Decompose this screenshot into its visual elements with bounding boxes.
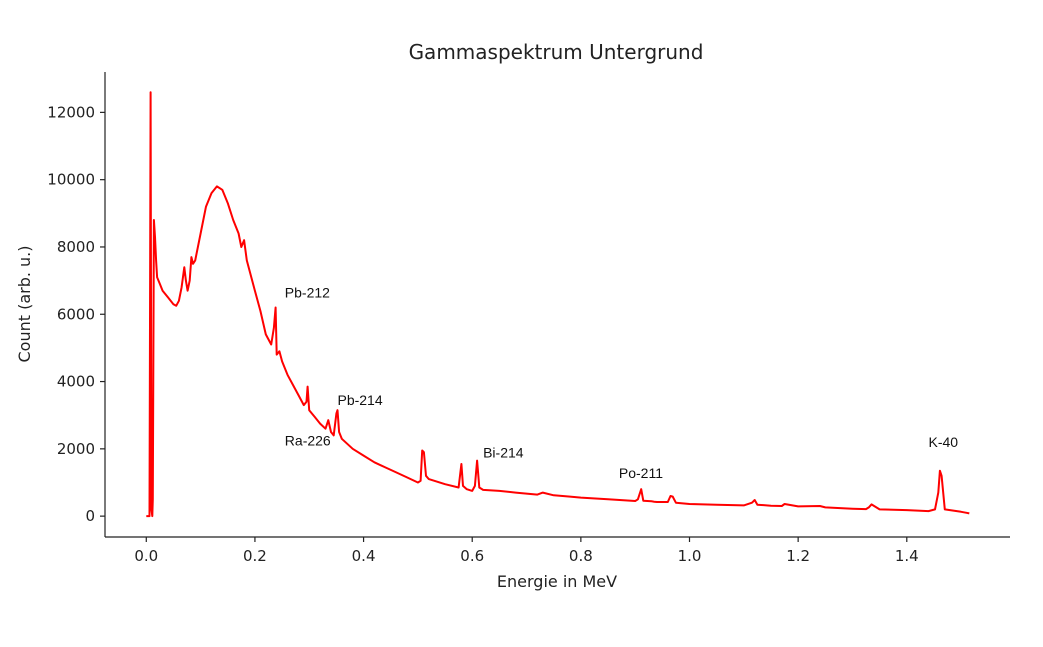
y-tick-label: 4000 [57,373,95,391]
annotation-layer: Pb-212 Pb-214 Ra-226 Bi-214 Po-211 K-40 [285,284,958,481]
y-tick-label: 8000 [57,238,95,256]
annotation-k-40: K-40 [929,434,959,450]
x-tick-label: 0.4 [352,547,376,565]
series-line-0 [146,91,970,518]
x-tick-label: 0.6 [460,547,484,565]
y-tick-label: 12000 [47,103,95,121]
x-tick-label: 1.4 [895,547,919,565]
x-tick-label: 1.0 [678,547,702,565]
y-axis-label: Count (arb. u.) [15,245,34,362]
y-tick-label: 10000 [47,171,95,189]
annotation-pb-214: Pb-214 [337,392,382,408]
y-ticks: 0 2000 4000 6000 8000 10000 12000 [47,103,105,525]
x-ticks: 0.0 0.2 0.4 0.6 0.8 1.0 1.2 1.4 [134,537,919,565]
x-tick-label: 0.2 [243,547,267,565]
annotation-po-211: Po-211 [619,465,663,481]
y-tick-label: 6000 [57,305,95,323]
chart-title: Gammaspektrum Untergrund [409,40,704,64]
annotation-bi-214: Bi-214 [483,444,524,460]
x-tick-label: 0.8 [569,547,593,565]
x-tick-label: 1.2 [786,547,810,565]
series-layer [146,91,970,518]
annotation-ra-226: Ra-226 [285,432,331,448]
y-tick-label: 0 [85,507,95,525]
y-tick-label: 2000 [57,440,95,458]
x-tick-label: 0.0 [134,547,158,565]
x-axis-label: Energie in MeV [497,572,617,591]
annotation-pb-212: Pb-212 [285,284,330,300]
